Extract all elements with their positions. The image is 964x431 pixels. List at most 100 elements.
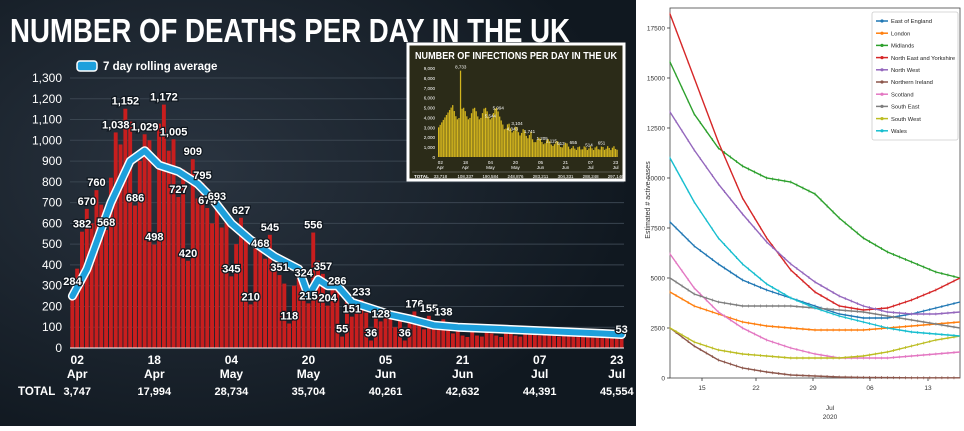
y-tick-label: 1,100 xyxy=(32,113,62,127)
inset-bar xyxy=(564,142,567,157)
bar xyxy=(354,304,359,348)
data-label: 351 xyxy=(270,262,288,274)
data-label: 468 xyxy=(251,238,269,250)
inset-bar xyxy=(461,108,463,157)
inset-bar xyxy=(463,107,465,157)
bar xyxy=(393,327,398,348)
y-tick-label: 0 xyxy=(55,341,62,355)
inset-data-label: 5,544 xyxy=(485,113,497,118)
bar xyxy=(494,335,499,348)
x-tick-day: 02 xyxy=(71,353,85,367)
y-tick-label: 10000 xyxy=(647,176,665,183)
inset-bar xyxy=(513,130,515,157)
x-tick-day: 04 xyxy=(225,353,239,367)
inset-bar xyxy=(599,149,601,157)
inset-bar xyxy=(603,149,606,157)
bar xyxy=(248,304,253,348)
data-label: 233 xyxy=(352,287,370,299)
bar xyxy=(537,335,542,348)
rolling-average-line xyxy=(69,147,625,338)
inset-bar xyxy=(464,111,466,157)
inset-bar xyxy=(572,146,574,157)
bar xyxy=(528,334,532,348)
inset-data-label: 651 xyxy=(598,141,606,146)
bar xyxy=(137,161,142,348)
inset-data-label: 913 xyxy=(557,141,565,146)
inset-bar xyxy=(447,112,449,157)
data-label: 1,172 xyxy=(150,92,178,104)
legend-box xyxy=(871,11,959,141)
bar xyxy=(133,205,137,348)
inset-bar xyxy=(607,146,609,157)
inset-bar xyxy=(516,127,518,157)
inset-data-label: 8,733 xyxy=(455,65,467,70)
bar xyxy=(441,319,446,348)
inset-bar xyxy=(438,127,440,157)
bar xyxy=(383,314,388,348)
data-label: 382 xyxy=(73,219,91,231)
bar xyxy=(479,336,484,348)
data-label: 357 xyxy=(314,261,332,273)
bar xyxy=(508,333,513,348)
bar xyxy=(552,335,557,348)
data-label: 420 xyxy=(179,248,197,260)
bar xyxy=(489,333,494,348)
total-value: 17,994 xyxy=(137,386,172,398)
inset-bar xyxy=(614,148,617,157)
inset-y-tick: 9,000 xyxy=(424,66,436,71)
inset-bar xyxy=(455,116,457,157)
inset-total-value: 283,211 xyxy=(533,174,549,179)
inset-bar xyxy=(560,146,562,157)
bar xyxy=(243,231,248,348)
bar xyxy=(590,337,595,348)
total-value: 40,261 xyxy=(369,386,403,398)
data-label: 556 xyxy=(304,220,322,232)
legend-entry: Wales xyxy=(891,129,907,135)
inset-data-label: 655 xyxy=(570,140,578,145)
x-tick-month: Jul xyxy=(608,367,625,381)
inset-total-value: 288,248 xyxy=(583,174,599,179)
bar xyxy=(532,333,537,348)
inset-bar xyxy=(530,131,532,157)
data-label: 345 xyxy=(222,263,240,275)
bar xyxy=(547,332,552,348)
legend-marker xyxy=(880,129,884,133)
inset-bar xyxy=(478,119,480,157)
inset-bar xyxy=(448,110,451,157)
bar xyxy=(349,316,354,348)
legend-swatch xyxy=(76,60,98,72)
inset-bar xyxy=(589,146,592,157)
bar xyxy=(224,213,229,348)
y-tick-label: 300 xyxy=(42,279,62,293)
bar xyxy=(219,227,224,348)
inset-bar xyxy=(546,140,548,157)
data-label: 286 xyxy=(328,276,346,288)
data-label: 324 xyxy=(294,268,313,280)
inset-x-day: 20 xyxy=(513,160,519,165)
bar xyxy=(234,244,239,348)
panel-divider xyxy=(636,0,640,426)
bar xyxy=(263,258,268,348)
data-label: 1,152 xyxy=(112,96,140,108)
inset-bar xyxy=(571,148,573,157)
inset-bar xyxy=(503,129,506,157)
y-tick-label: 2500 xyxy=(651,326,666,333)
inset-bar xyxy=(467,119,470,157)
data-label: 1,005 xyxy=(160,126,188,138)
inset-data-label: 1,115 xyxy=(546,139,557,144)
inset-bar xyxy=(591,148,593,157)
bar xyxy=(605,336,610,348)
inset-data-label: 514 xyxy=(585,142,593,147)
bar xyxy=(181,169,186,348)
bar xyxy=(157,123,162,348)
y-tick-label: 17500 xyxy=(647,26,665,33)
inset-bar xyxy=(544,143,546,157)
inset-total-value: 190,584 xyxy=(482,174,498,179)
bar xyxy=(89,223,94,348)
data-label: 760 xyxy=(87,177,105,189)
bar xyxy=(306,303,311,348)
legend-marker xyxy=(880,92,884,96)
inset-bar xyxy=(505,128,507,157)
legend-marker xyxy=(880,31,884,35)
data-label: 138 xyxy=(434,306,452,318)
